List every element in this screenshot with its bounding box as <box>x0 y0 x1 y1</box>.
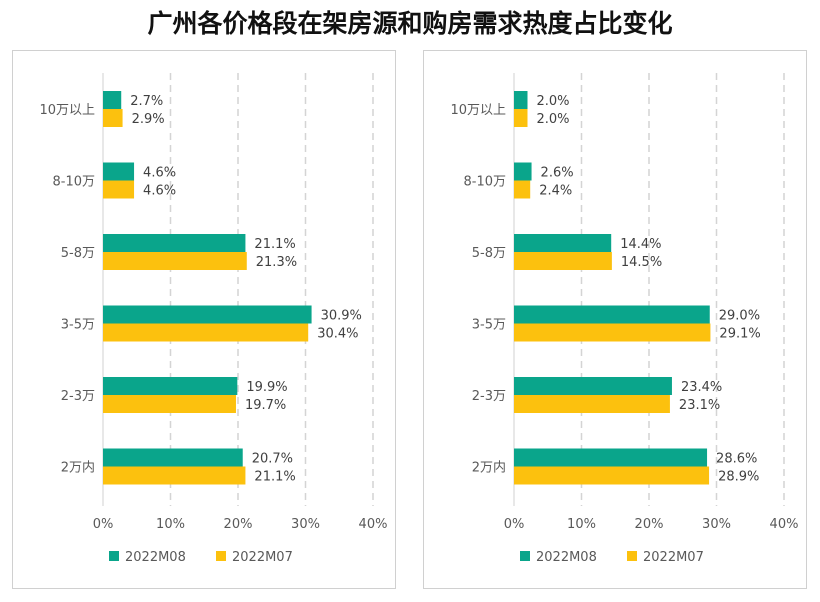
category-label: 2-3万 <box>472 389 506 404</box>
category-label: 5-8万 <box>472 246 506 261</box>
data-label-2022m07: 30.4% <box>317 327 358 342</box>
category-label: 3-5万 <box>472 318 506 333</box>
data-label-2022m08: 2.6% <box>541 166 574 181</box>
bar-2022m07 <box>103 109 123 127</box>
x-tick-label: 40% <box>770 517 799 532</box>
category-label: 2万内 <box>61 460 95 476</box>
legend-label-2022m07: 2022M07 <box>232 550 293 565</box>
category-label: 10万以上 <box>39 103 95 118</box>
bar-chart-listings: 0% 10% 20% 30% 40% 10万以上 2.7% 2.9% 8-10万 4.6% 4.6%… <box>39 73 388 565</box>
category-label: 8-10万 <box>52 175 95 190</box>
bar-2022m08 <box>514 448 708 467</box>
legend-swatch-2022m07 <box>216 551 226 561</box>
bar-2022m08 <box>103 234 246 252</box>
bar-2022m08 <box>103 162 135 181</box>
x-tick-label: 10% <box>567 517 596 532</box>
x-tick-label: 0% <box>504 517 525 532</box>
data-label-2022m07: 21.3% <box>256 255 297 270</box>
bar-2022m07 <box>514 180 531 199</box>
bar-chart-demand: 0% 10% 20% 30% 40% 10万以上 2.0% 2.0% 8-10万 2.6% 2.4%… <box>450 73 799 565</box>
x-tick-label: 20% <box>635 517 664 532</box>
legend-swatch-2022m07 <box>627 551 637 561</box>
bar-2022m08 <box>103 91 122 109</box>
data-label-2022m08: 30.9% <box>321 309 362 324</box>
legend-label-2022m08: 2022M08 <box>125 550 186 565</box>
bar-2022m08 <box>103 448 243 467</box>
bar-2022m07 <box>514 252 612 270</box>
x-tick-label: 30% <box>291 517 320 532</box>
bar-2022m07 <box>514 109 528 127</box>
bar-2022m07 <box>103 466 246 485</box>
bar-2022m08 <box>514 377 672 395</box>
chart-title: 广州各价格段在架房源和购房需求热度占比变化 <box>147 9 673 38</box>
data-label-2022m08: 14.4% <box>620 237 661 252</box>
bar-2022m07 <box>103 252 247 270</box>
bar-2022m08 <box>103 377 238 395</box>
data-label-2022m07: 28.9% <box>718 470 759 485</box>
data-label-2022m08: 21.1% <box>254 237 295 252</box>
data-label-2022m08: 29.0% <box>719 309 760 324</box>
legend-swatch-2022m08 <box>109 551 119 561</box>
x-tick-label: 40% <box>359 517 388 532</box>
category-label: 2-3万 <box>61 389 95 404</box>
x-tick-label: 10% <box>156 517 185 532</box>
data-label-2022m07: 14.5% <box>621 255 662 270</box>
data-label-2022m08: 19.9% <box>246 380 287 395</box>
x-tick-label: 30% <box>702 517 731 532</box>
data-label-2022m08: 20.7% <box>252 452 293 467</box>
data-label-2022m08: 4.6% <box>143 166 176 181</box>
bar-2022m08 <box>103 305 312 324</box>
bar-2022m07 <box>103 180 135 199</box>
bar-2022m07 <box>514 323 711 342</box>
legend-label-2022m07: 2022M07 <box>643 550 704 565</box>
data-label-2022m07: 19.7% <box>245 398 286 413</box>
data-label-2022m08: 28.6% <box>716 452 757 467</box>
bar-2022m07 <box>103 395 236 413</box>
bar-2022m08 <box>514 162 532 181</box>
category-label: 3-5万 <box>61 318 95 333</box>
category-label: 5-8万 <box>61 246 95 261</box>
data-label-2022m08: 2.7% <box>130 94 163 109</box>
category-label: 10万以上 <box>450 103 506 118</box>
chart-panel-right: 0% 10% 20% 30% 40% 10万以上 2.0% 2.0% 8-10万 2.6% 2.4%… <box>423 50 807 589</box>
data-label-2022m07: 2.9% <box>132 112 165 127</box>
data-label-2022m07: 4.6% <box>143 184 176 199</box>
bar-2022m07 <box>103 323 309 342</box>
bar-2022m08 <box>514 305 710 324</box>
legend-swatch-2022m08 <box>520 551 530 561</box>
bar-2022m07 <box>514 395 670 413</box>
legend-label-2022m08: 2022M08 <box>536 550 597 565</box>
category-label: 2万内 <box>472 460 506 476</box>
x-tick-label: 20% <box>224 517 253 532</box>
x-tick-label: 0% <box>93 517 114 532</box>
bar-2022m08 <box>514 234 612 252</box>
data-label-2022m07: 21.1% <box>254 470 295 485</box>
data-label-2022m07: 29.1% <box>719 327 760 342</box>
data-label-2022m08: 23.4% <box>681 380 722 395</box>
bar-2022m08 <box>514 91 528 109</box>
bar-2022m07 <box>514 466 710 485</box>
data-label-2022m08: 2.0% <box>537 94 570 109</box>
data-label-2022m07: 23.1% <box>679 398 720 413</box>
category-label: 8-10万 <box>463 175 506 190</box>
chart-panel-left: 0% 10% 20% 30% 40% 10万以上 2.7% 2.9% 8-10万 4.6% 4.6%… <box>12 50 396 589</box>
data-label-2022m07: 2.4% <box>539 184 572 199</box>
data-label-2022m07: 2.0% <box>537 112 570 127</box>
